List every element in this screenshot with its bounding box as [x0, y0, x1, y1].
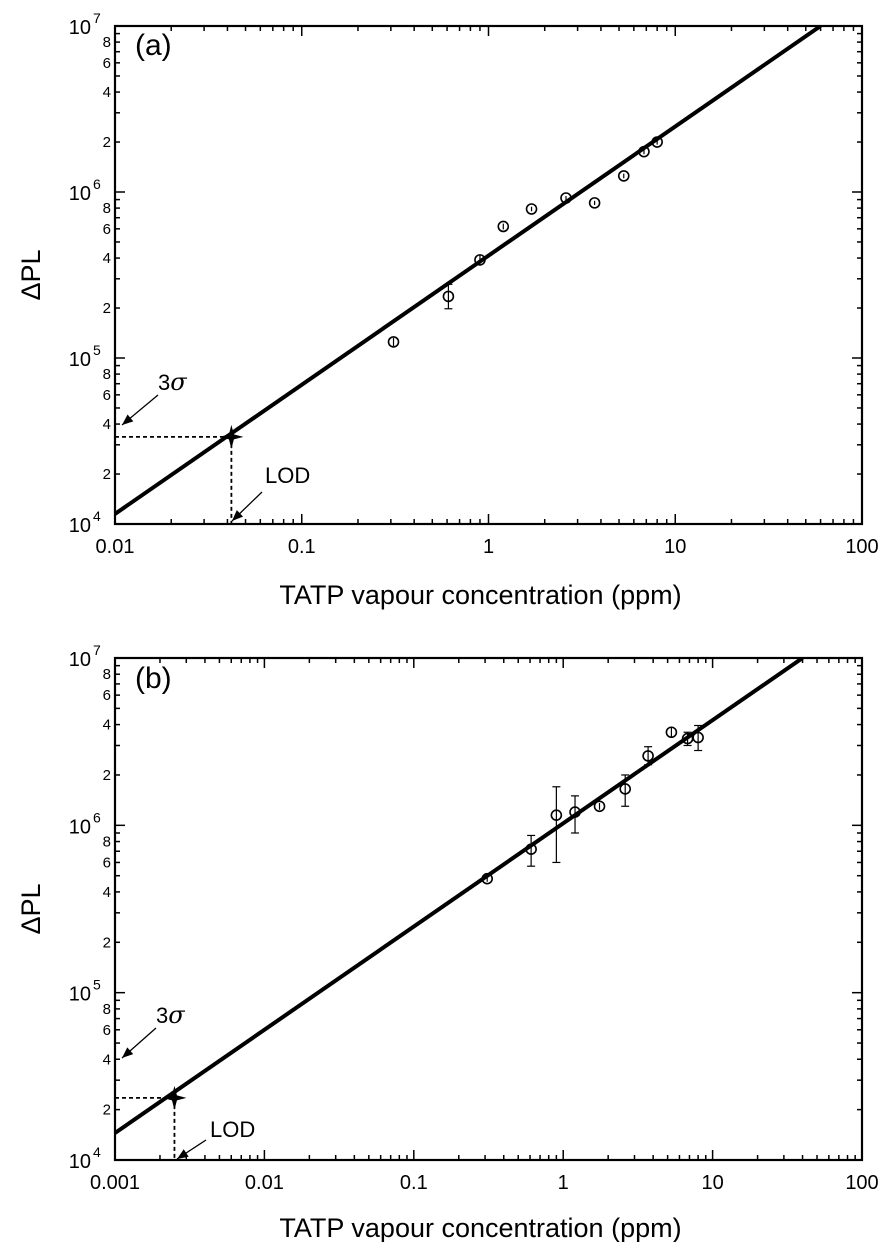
y-minor-tick-label: 4 — [103, 1051, 111, 1068]
data-point — [474, 254, 486, 266]
data-point — [560, 192, 572, 204]
panel-label: (a) — [135, 29, 172, 62]
y-tick-label-base: 10 — [69, 183, 91, 205]
sigma-annotation: 3σ — [158, 368, 187, 396]
y-tick-label-exponent: 5 — [93, 977, 101, 993]
sigma-arrow-head — [122, 1047, 134, 1058]
y-axis-title: ΔPL — [16, 883, 46, 934]
y-minor-tick-label: 6 — [103, 687, 111, 704]
y-tick-label-base: 10 — [69, 349, 91, 371]
x-tick-label: 100 — [845, 536, 878, 558]
x-tick-label: 0.1 — [400, 1172, 428, 1194]
data-point — [569, 806, 581, 818]
y-minor-tick-label: 4 — [103, 717, 111, 734]
data-point — [525, 203, 538, 215]
y-tick-label-exponent: 7 — [93, 10, 101, 26]
lod-arrow-head — [177, 1149, 189, 1159]
y-tick-label-exponent: 4 — [93, 508, 101, 524]
y-minor-tick-label: 8 — [103, 200, 111, 217]
y-minor-tick-label: 8 — [103, 1001, 111, 1018]
x-axis-title: TATP vapour concentration (ppm) — [279, 1213, 681, 1242]
y-minor-tick-label: 2 — [103, 300, 111, 317]
data-point — [593, 800, 606, 813]
y-minor-tick-label: 8 — [103, 34, 111, 51]
y-minor-tick-label: 2 — [103, 934, 111, 951]
data-point — [617, 170, 630, 182]
y-minor-tick-label: 4 — [103, 250, 111, 267]
data-point — [619, 783, 631, 795]
data-point — [442, 290, 455, 303]
sigma-annotation: 3σ — [156, 1001, 185, 1029]
data-point — [638, 145, 650, 158]
sigma-annotation-number: 3 — [158, 370, 170, 395]
data-point — [550, 809, 563, 821]
y-minor-tick-label: 6 — [103, 55, 111, 72]
y-tick-label-exponent: 5 — [93, 342, 101, 358]
plot-frame — [113, 24, 864, 526]
y-minor-tick-label: 2 — [103, 134, 111, 151]
y-minor-tick-label: 4 — [103, 884, 111, 901]
data-point — [387, 336, 400, 348]
x-tick-label: 10 — [701, 1172, 723, 1194]
panel-label: (b) — [135, 662, 172, 695]
y-tick-label-base: 10 — [69, 515, 91, 537]
lod-star-marker — [162, 1085, 187, 1110]
y-minor-tick-label: 8 — [103, 666, 111, 683]
x-tick-label: 0.1 — [288, 536, 316, 558]
y-minor-tick-label: 6 — [103, 1022, 111, 1039]
lod-arrow-head — [232, 510, 244, 521]
fit-line — [115, 658, 804, 1135]
y-minor-tick-label: 2 — [103, 466, 111, 483]
x-tick-label: 100 — [845, 1172, 878, 1194]
y-minor-tick-label: 2 — [103, 767, 111, 784]
y-tick-label-exponent: 4 — [93, 1144, 101, 1160]
x-tick-label: 1 — [558, 1172, 569, 1194]
y-tick-label-base: 10 — [69, 984, 91, 1006]
data-point — [642, 750, 654, 762]
data-point — [665, 726, 678, 739]
x-axis-title: TATP vapour concentration (ppm) — [279, 580, 681, 610]
y-minor-tick-label: 4 — [103, 84, 111, 101]
y-minor-tick-label: 2 — [103, 1102, 111, 1119]
sigma-arrow-head — [122, 414, 134, 425]
data-point — [497, 220, 510, 233]
y-tick-label-base: 10 — [69, 17, 91, 39]
y-axis-title: ΔPL — [16, 249, 46, 300]
y-tick-label-exponent: 6 — [93, 809, 101, 825]
data-point — [525, 843, 537, 856]
y-minor-tick-label: 8 — [103, 366, 111, 383]
x-tick-label: 0.001 — [90, 1172, 140, 1194]
y-tick-label-exponent: 6 — [93, 176, 101, 192]
data-point — [588, 197, 601, 209]
y-minor-tick-label: 8 — [103, 834, 111, 851]
y-minor-tick-label: 6 — [103, 221, 111, 238]
y-tick-label-exponent: 7 — [93, 642, 101, 658]
lod-annotation: LOD — [210, 1117, 255, 1142]
fit-line — [115, 26, 822, 516]
lod-annotation: LOD — [265, 463, 310, 488]
data-point — [651, 136, 663, 148]
y-minor-tick-label: 6 — [103, 387, 111, 404]
y-tick-label-base: 10 — [69, 1151, 91, 1173]
sigma-annotation-symbol: σ — [168, 1001, 185, 1029]
y-minor-tick-label: 4 — [103, 416, 111, 433]
y-minor-tick-label: 6 — [103, 854, 111, 871]
data-point — [481, 872, 494, 885]
x-tick-label: 1 — [483, 536, 494, 558]
plot-frame — [113, 656, 864, 1162]
y-tick-label-base: 10 — [69, 649, 91, 671]
lod-star-marker — [219, 424, 244, 449]
x-tick-label: 10 — [664, 536, 686, 558]
sigma-annotation-symbol: σ — [170, 368, 187, 396]
x-tick-label: 0.01 — [96, 536, 135, 558]
y-tick-label-base: 10 — [69, 816, 91, 838]
data-point — [692, 731, 704, 744]
x-tick-label: 0.01 — [245, 1172, 284, 1194]
sigma-annotation-number: 3 — [156, 1003, 168, 1028]
